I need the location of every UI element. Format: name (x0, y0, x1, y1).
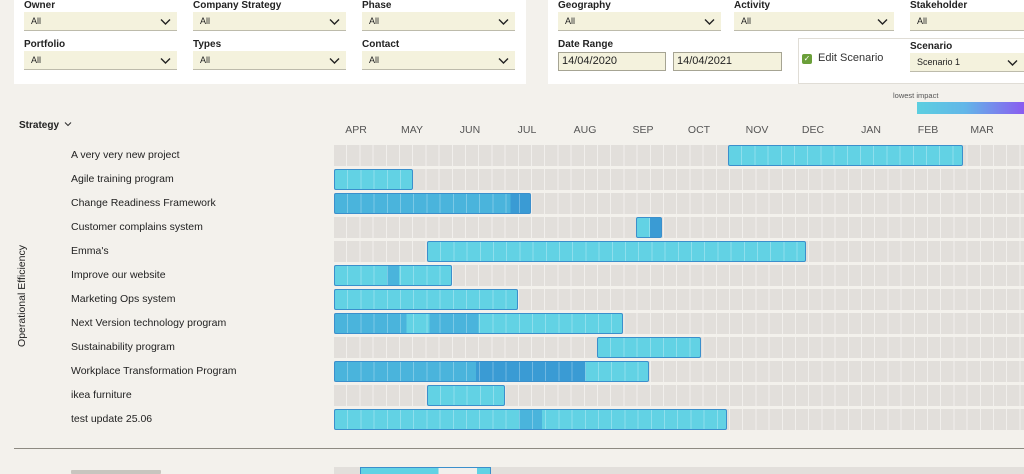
date-range-label: Date Range (558, 39, 614, 50)
portfolio-select[interactable]: All (24, 51, 177, 70)
company-strategy-select[interactable]: All (193, 12, 346, 31)
impact-legend-gradient (917, 102, 1024, 114)
project-bar[interactable] (334, 409, 727, 430)
chevron-down-icon (329, 19, 340, 25)
types-select[interactable]: All (193, 51, 346, 70)
activity-select[interactable]: All (734, 12, 894, 31)
month-label: AUG (573, 124, 597, 136)
owner-label: Owner (24, 0, 56, 11)
chevron-down-icon (64, 122, 72, 127)
portfolio-value: All (31, 55, 42, 65)
month-label: OCT (687, 124, 711, 136)
row-label: Agile training program (71, 173, 174, 185)
timeline-track (334, 265, 1024, 286)
activity-value: All (741, 16, 752, 26)
project-bar[interactable] (728, 145, 963, 166)
phase-select[interactable]: All (362, 12, 515, 31)
contact-label: Contact (362, 39, 400, 50)
month-label: SEP (632, 124, 654, 136)
impact-legend-label: lowest impact (893, 91, 939, 100)
row-label: Change Readiness Framework (71, 197, 216, 209)
project-bar[interactable] (334, 361, 649, 382)
edit-scenario-label: Edit Scenario (818, 52, 884, 64)
phase-value: All (369, 16, 380, 26)
month-label: MAR (970, 124, 994, 136)
stakeholder-select[interactable]: All (910, 12, 1024, 31)
chevron-down-icon (704, 19, 715, 25)
contact-value: All (369, 55, 380, 65)
group-divider (14, 448, 1024, 449)
next-group-track (334, 467, 1024, 474)
row-label: Improve our website (71, 269, 166, 281)
owner-select[interactable]: All (24, 12, 177, 31)
row-label: A very very new project (71, 149, 180, 161)
edit-scenario-checkbox[interactable]: ✓ (802, 54, 812, 64)
month-label: NOV (745, 124, 769, 136)
group-name: Operational Efficiency (16, 245, 28, 347)
row-label: ikea furniture (71, 389, 132, 401)
chevron-down-icon (1007, 60, 1018, 66)
contact-select[interactable]: All (362, 51, 515, 70)
stakeholder-value: All (917, 16, 928, 26)
edit-scenario-box (798, 38, 1024, 84)
chevron-down-icon (329, 58, 340, 64)
chevron-down-icon (160, 58, 171, 64)
group-by-strategy-button[interactable]: Strategy (19, 120, 72, 131)
chevron-down-icon (877, 19, 888, 25)
month-label: MAY (401, 124, 423, 136)
types-value: All (200, 55, 211, 65)
project-bar[interactable] (427, 385, 505, 406)
filter-panel-left: Owner All Company Strategy All Phase All… (14, 0, 526, 84)
project-bar[interactable] (597, 337, 701, 358)
geography-select[interactable]: All (558, 12, 721, 31)
month-label: JUL (517, 124, 537, 136)
scenario-value: Scenario 1 (917, 57, 961, 67)
row-label: Customer complains system (71, 221, 203, 233)
geography-label: Geography (558, 0, 611, 11)
project-bar[interactable] (427, 241, 806, 262)
row-label: Emma's (71, 245, 109, 257)
group-by-label: Strategy (19, 120, 60, 131)
date-start-input[interactable]: 14/04/2020 (558, 52, 666, 71)
next-group-row-label (71, 470, 161, 474)
portfolio-label: Portfolio (24, 39, 66, 50)
chevron-down-icon (498, 19, 509, 25)
month-label: DEC (801, 124, 825, 136)
company-strategy-value: All (200, 16, 211, 26)
company-strategy-label: Company Strategy (193, 0, 282, 11)
geography-value: All (565, 16, 576, 26)
project-bar[interactable] (334, 169, 413, 190)
project-bar[interactable] (334, 193, 531, 214)
project-bar[interactable] (636, 217, 662, 238)
scenario-select[interactable]: Scenario 1 (910, 53, 1024, 72)
owner-value: All (31, 16, 42, 26)
month-label: FEB (917, 124, 939, 136)
timeline-track (334, 169, 1024, 190)
project-bar[interactable] (334, 289, 518, 310)
month-label: JUN (459, 124, 481, 136)
month-label: JAN (861, 124, 881, 136)
types-label: Types (193, 39, 222, 50)
project-bar[interactable] (334, 265, 452, 286)
row-label: Sustainability program (71, 341, 175, 353)
filter-panel-right: Geography All Activity All Stakeholder A… (548, 0, 1024, 84)
activity-label: Activity (734, 0, 771, 11)
month-label: APR (345, 124, 367, 136)
stakeholder-label: Stakeholder (910, 0, 968, 11)
timeline-track (334, 385, 1024, 406)
row-label: test update 25.06 (71, 413, 153, 425)
date-end-input[interactable]: 14/04/2021 (673, 52, 782, 71)
chevron-down-icon (160, 19, 171, 25)
row-label: Workplace Transformation Program (71, 365, 237, 377)
chevron-down-icon (498, 58, 509, 64)
phase-label: Phase (362, 0, 392, 11)
row-label: Next Version technology program (71, 317, 227, 329)
timeline-track (334, 217, 1024, 238)
scenario-label: Scenario (910, 41, 953, 52)
row-label: Marketing Ops system (71, 293, 176, 305)
project-bar[interactable] (334, 313, 623, 334)
next-group-bar[interactable] (360, 467, 491, 474)
